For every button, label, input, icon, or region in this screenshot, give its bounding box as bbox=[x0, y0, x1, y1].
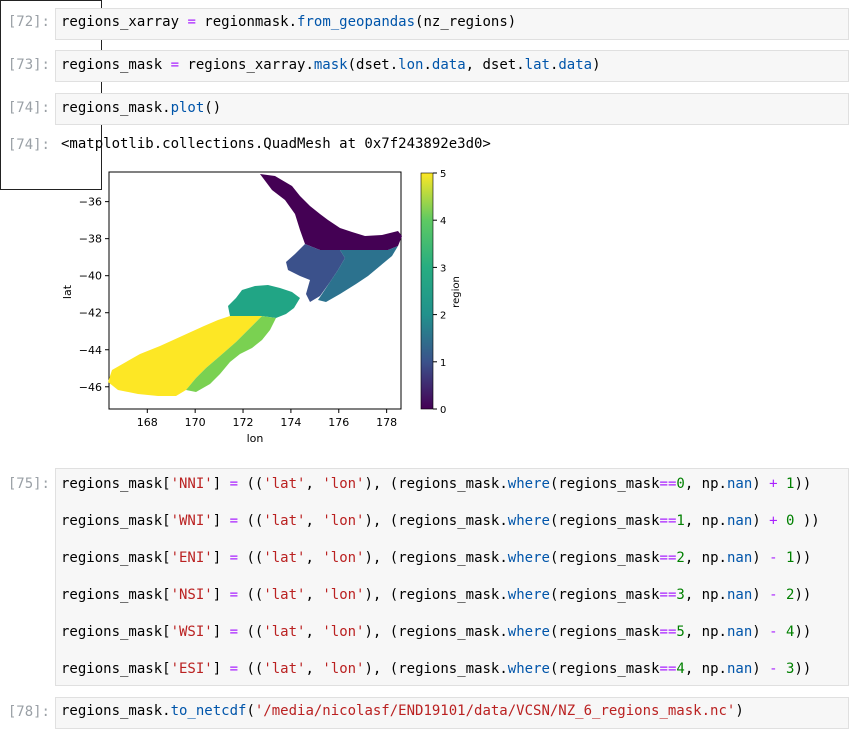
colorbar-tick-label: 3 bbox=[440, 263, 446, 274]
colorbar-ticks: 0 1 2 3 4 5 bbox=[433, 169, 446, 416]
code-line[interactable]: regions_mask['NNI'] = (('lat', 'lon'), (… bbox=[61, 476, 812, 492]
region-eni bbox=[318, 246, 398, 302]
colorbar-tick-label: 2 bbox=[440, 311, 446, 322]
output-74-prompt: [74]: bbox=[7, 137, 50, 153]
netcdf-path-string: '/media/nicolasf/END19101/data/VCSN/NZ_6… bbox=[254, 703, 736, 719]
cell-75-prompt: [75]: bbox=[7, 476, 50, 492]
x-tick-label: 178 bbox=[376, 416, 397, 429]
code-cell-73[interactable] bbox=[55, 50, 849, 82]
y-tick-label: −44 bbox=[79, 344, 102, 357]
output-text: <matplotlib.collections.QuadMesh at 0x7f… bbox=[61, 136, 491, 152]
x-tick-label: 176 bbox=[328, 416, 349, 429]
x-tick-label: 172 bbox=[233, 416, 254, 429]
map-regions bbox=[108, 174, 402, 396]
y-axis-label: lat bbox=[61, 284, 74, 299]
code-line[interactable]: regions_mask['ESI'] = (('lat', 'lon'), (… bbox=[61, 661, 812, 677]
colorbar-label: region bbox=[451, 276, 462, 308]
code-cell-78[interactable] bbox=[55, 697, 849, 729]
region-wni bbox=[286, 244, 345, 302]
code-line[interactable]: regions_xarray = regionmask.from_geopand… bbox=[61, 14, 517, 30]
region-mask-plot: 168 170 172 174 176 178 −36 −38 −40 −42 −44 −46 lo… bbox=[61, 169, 462, 445]
colorbar bbox=[420, 172, 434, 410]
y-tick-label: −46 bbox=[79, 381, 102, 394]
y-tick-label: −38 bbox=[79, 233, 102, 246]
y-axis-ticks: −36 −38 −40 −42 −44 −46 bbox=[79, 196, 109, 394]
cell-74-prompt: [74]: bbox=[7, 100, 50, 116]
x-tick-label: 174 bbox=[280, 416, 301, 429]
region-esi bbox=[186, 316, 276, 392]
code-line[interactable]: regions_mask.to_netcdf('/media/nicolasf/… bbox=[61, 703, 744, 719]
colorbar-tick-label: 1 bbox=[440, 358, 446, 369]
region-nni bbox=[260, 174, 402, 250]
code-line[interactable]: regions_mask.plot() bbox=[61, 100, 222, 116]
code-line[interactable]: regions_mask['WNI'] = (('lat', 'lon'), (… bbox=[61, 513, 820, 529]
code-line[interactable]: regions_mask['NSI'] = (('lat', 'lon'), (… bbox=[61, 587, 812, 603]
x-tick-label: 170 bbox=[185, 416, 206, 429]
code-cell-72[interactable] bbox=[55, 8, 849, 40]
y-tick-label: −42 bbox=[79, 307, 102, 320]
colorbar-tick-label: 0 bbox=[440, 405, 446, 416]
region-nsi bbox=[228, 285, 300, 318]
colorbar-tick-label: 5 bbox=[440, 169, 446, 180]
code-line[interactable]: regions_mask['ENI'] = (('lat', 'lon'), (… bbox=[61, 550, 812, 566]
cell-78-prompt: [78]: bbox=[7, 704, 50, 720]
colorbar-tick-label: 4 bbox=[440, 216, 446, 227]
y-tick-label: −36 bbox=[79, 196, 102, 209]
code-line[interactable]: regions_mask['WSI'] = (('lat', 'lon'), (… bbox=[61, 624, 812, 640]
y-tick-label: −40 bbox=[79, 270, 102, 283]
code-cell-74[interactable] bbox=[55, 93, 849, 125]
cell-73-prompt: [73]: bbox=[7, 57, 50, 73]
cell-72-prompt: [72]: bbox=[7, 14, 50, 30]
x-axis-label: lon bbox=[247, 432, 264, 445]
x-tick-label: 168 bbox=[137, 416, 158, 429]
code-line[interactable]: regions_mask = regions_xarray.mask(dset.… bbox=[61, 57, 601, 73]
code-cell-75[interactable] bbox=[55, 468, 849, 686]
region-wsi bbox=[108, 316, 262, 396]
x-axis-ticks: 168 170 172 174 176 178 bbox=[137, 409, 397, 429]
